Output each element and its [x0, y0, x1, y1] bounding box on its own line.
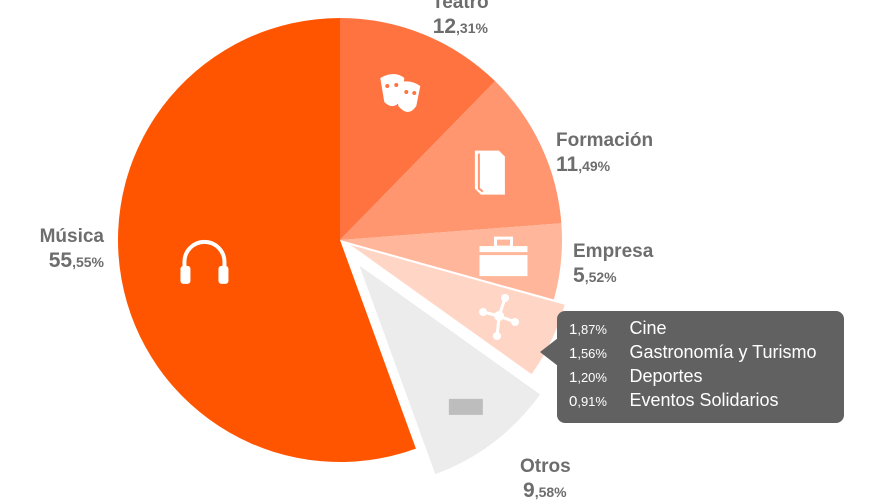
label-formacion: Formación 11,49% — [556, 131, 653, 175]
others-detail-tooltip: 1,87% Cine 1,56% Gastronomía y Turismo 1… — [540, 311, 844, 423]
network-icon — [479, 293, 520, 340]
briefcase-icon — [479, 236, 528, 277]
pie-slice-otros[interactable] — [359, 265, 541, 475]
tooltip-row-eventos: 0,91% Eventos Solidarios — [569, 390, 779, 414]
tooltip-row-value: 1,20% — [569, 369, 607, 386]
headphones-icon — [180, 239, 229, 284]
tooltip-row-value: 1,87% — [569, 321, 607, 338]
label-otros: Otros 9,58% — [520, 457, 571, 501]
label-empresa: Empresa 5,52% — [573, 242, 653, 286]
tooltip-row-name: Gastronomía y Turismo — [629, 342, 817, 362]
tooltip-row-deportes: 1,20% Deportes — [569, 366, 703, 390]
pie-slice-empresa[interactable] — [340, 223, 563, 300]
label-teatro-value: 12,31% — [432, 15, 488, 38]
label-empresa-value: 5,52% — [573, 264, 617, 287]
tooltip-row-name: Cine — [629, 318, 667, 338]
tooltip-arrow — [540, 338, 558, 366]
label-otros-name: Otros — [520, 456, 571, 477]
tooltip-row-name: Eventos Solidarios — [629, 390, 779, 410]
label-formacion-name: Formación — [556, 130, 654, 151]
label-otros-value: 9,58% — [523, 479, 567, 502]
tooltip-row-value: 0,91% — [569, 393, 607, 410]
label-empresa-name: Empresa — [573, 241, 654, 262]
pie-slice-others-detail[interactable] — [350, 245, 565, 375]
tooltip-row-value: 1,56% — [569, 345, 607, 362]
tooltip-row-gastronomia: 1,56% Gastronomía y Turismo — [569, 342, 817, 366]
theater-masks-icon — [380, 73, 421, 112]
pie-slice-musica[interactable] — [117, 18, 416, 463]
label-formacion-value: 11,49% — [556, 153, 611, 176]
book-icon — [474, 150, 505, 195]
pie-slice-formacion[interactable] — [340, 81, 562, 241]
pie-slice-teatro[interactable] — [340, 18, 496, 240]
label-teatro-name: Teatro — [432, 0, 489, 13]
tooltip-row-cine: 1,87% Cine — [569, 318, 666, 342]
label-musica: Música 55,55% — [36, 227, 104, 271]
label-teatro: Teatro 12,31% — [432, 0, 489, 37]
label-musica-name: Música — [39, 226, 104, 247]
tooltip-row-name: Deportes — [629, 366, 703, 386]
label-musica-value: 55,55% — [48, 249, 104, 272]
ticket-icon — [448, 398, 483, 415]
